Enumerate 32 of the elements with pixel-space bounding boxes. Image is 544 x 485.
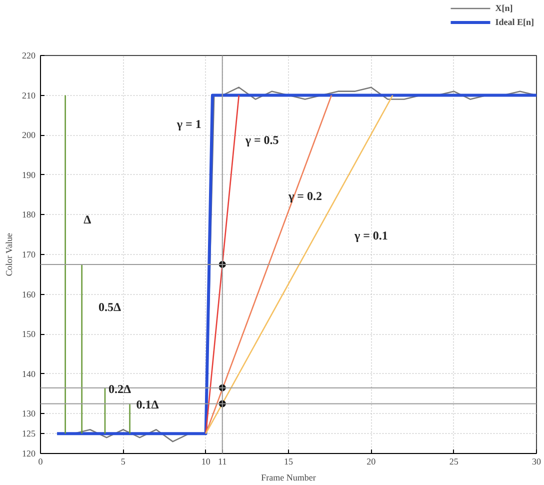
y-tick-label: 150 — [22, 329, 36, 340]
annotation: 0.2Δ — [108, 382, 132, 396]
x-tick-label: 25 — [449, 456, 459, 466]
y-tick-label: 160 — [22, 289, 36, 300]
annotation: γ = 1 — [176, 117, 202, 132]
x-axis-title: Frame Number — [261, 472, 316, 482]
y-tick-label: 120 — [22, 448, 36, 458]
x-tick-label: 10 — [201, 456, 211, 466]
y-tick-label: 125 — [22, 428, 36, 439]
x-tick-label: 20 — [366, 456, 376, 466]
annotation: Δ — [84, 212, 92, 227]
y-tick-label: 210 — [22, 90, 36, 100]
y-tick-label: 170 — [22, 250, 36, 260]
legend-label: X[n] — [495, 2, 514, 14]
y-tick-label: 190 — [22, 170, 36, 180]
annotation: 0.5Δ — [98, 300, 122, 314]
y-axis-title: Color Value — [4, 233, 14, 276]
y-tick-label: 220 — [22, 50, 36, 60]
annotation: 0.1Δ — [136, 398, 160, 412]
legend-label: Ideal E[n] — [495, 16, 534, 28]
x-tick-label: 11 — [218, 456, 227, 466]
y-tick-label: 180 — [22, 210, 36, 220]
annotation: γ = 0.1 — [353, 228, 388, 243]
annotation: γ = 0.2 — [288, 188, 322, 203]
x-tick-label: 15 — [284, 456, 294, 466]
y-tick-label: 130 — [22, 408, 36, 419]
annotation: γ = 0.5 — [244, 133, 279, 148]
x-tick-label: 5 — [120, 456, 126, 466]
x-tick-label: 30 — [532, 456, 542, 466]
y-tick-label: 200 — [22, 130, 36, 140]
x-tick-label: 0 — [38, 456, 44, 466]
y-tick-label: 140 — [22, 368, 36, 379]
